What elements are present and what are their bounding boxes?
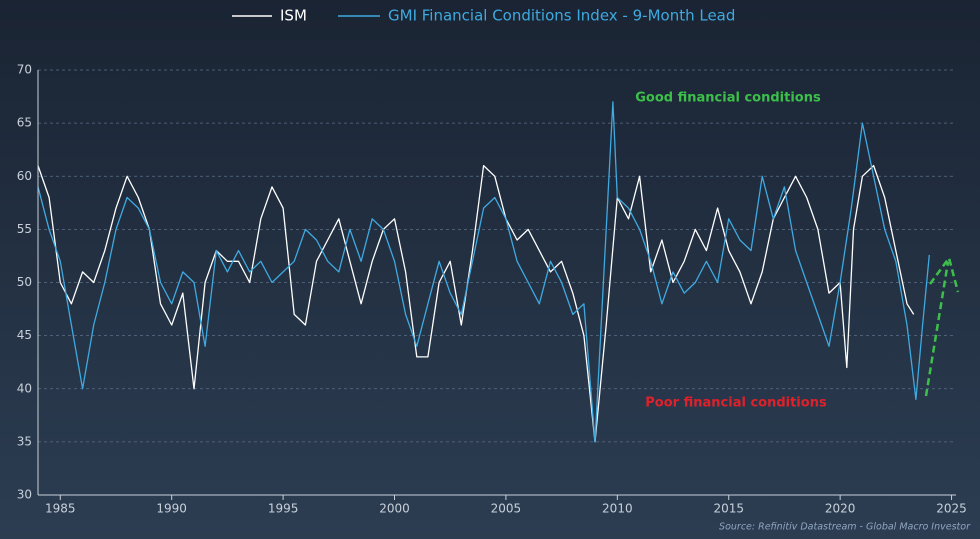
y-tick-label: 30	[17, 488, 32, 502]
arrow-head	[928, 255, 960, 293]
series-line	[37, 164, 915, 443]
x-tick-label: 2000	[379, 502, 410, 516]
x-tick-label: 2010	[602, 502, 633, 516]
y-tick-label: 60	[17, 169, 32, 183]
lines	[37, 101, 930, 443]
source: Source: Refinitiv Datastream - Global Ma…	[719, 522, 971, 533]
legend-label: GMI Financial Conditions Index - 9-Month…	[388, 7, 735, 25]
x-tick-label: 1995	[268, 502, 299, 516]
y-tick-label: 55	[17, 222, 32, 236]
grid	[38, 69, 956, 496]
x-tick-label: 2005	[491, 502, 522, 516]
x-tick-label: 2020	[825, 502, 856, 516]
y-tick-label: 50	[17, 275, 32, 289]
annotation-good: Good financial conditions	[635, 91, 821, 106]
y-tick-label: 70	[17, 63, 32, 77]
axes: 30 35 40 45 50 55 60 65 70 1985 1990 1995 2000 2005 20…	[17, 63, 967, 516]
legend-label: ISM	[280, 7, 307, 25]
legend: ISM GMI Financial Conditions Index - 9-Mo…	[232, 7, 735, 25]
x-tick-label: 1990	[156, 502, 187, 516]
x-tick-label: 1985	[45, 502, 76, 516]
y-tick-label: 65	[17, 116, 32, 130]
x-tick-label: 2015	[713, 502, 744, 516]
annotation-poor: Poor financial conditions	[645, 396, 827, 411]
y-tick-label: 40	[17, 381, 32, 395]
x-tick-label: 2025	[936, 502, 967, 516]
y-tick-label: 45	[17, 328, 32, 342]
series-line	[37, 101, 930, 443]
arrow-shaft	[924, 261, 950, 397]
y-tick-label: 35	[17, 434, 32, 448]
